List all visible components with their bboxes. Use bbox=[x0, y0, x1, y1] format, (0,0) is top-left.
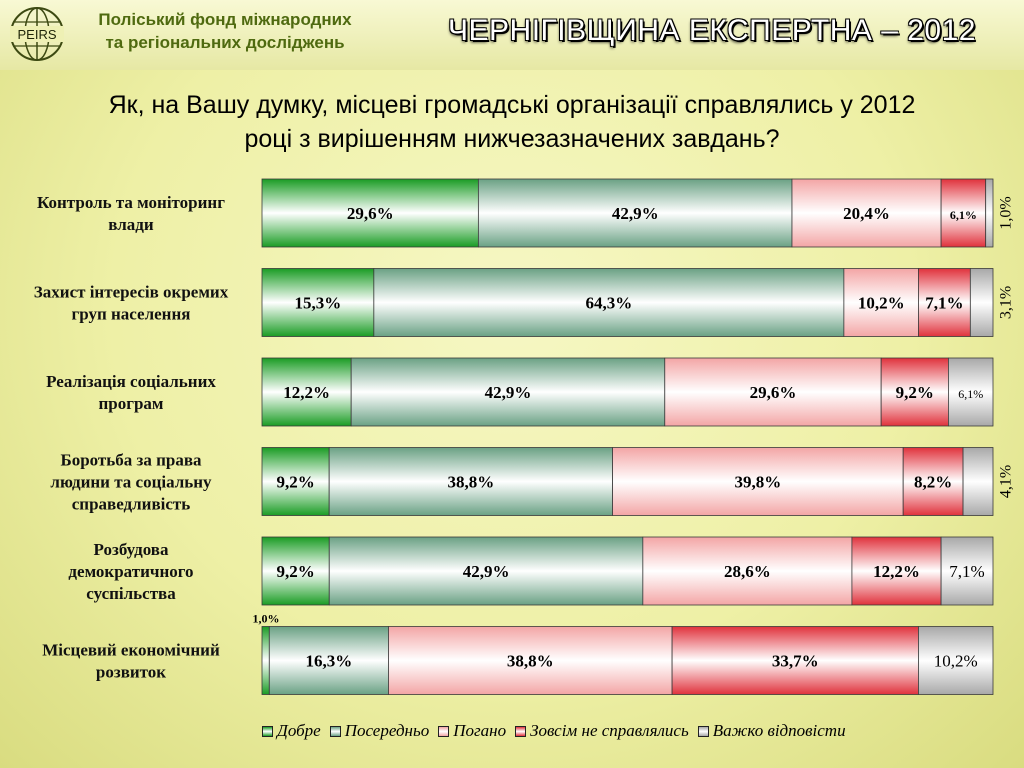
bar-segment-bad-2 bbox=[843, 268, 919, 337]
survey-question-line-1: Як, на Вашу думку, місцеві громадські ор… bbox=[108, 91, 916, 119]
bar-segment-average-5 bbox=[328, 536, 644, 606]
data-label-average-6: 16,3% bbox=[306, 652, 353, 671]
legend-swatch-good bbox=[262, 725, 273, 737]
legend-label-very_bad: Зовсім не справлялись bbox=[530, 721, 689, 740]
data-label-good-1: 29,6% bbox=[347, 204, 394, 223]
bar-segment-good-2 bbox=[261, 268, 375, 337]
data-label-bad-2: 10,2% bbox=[858, 294, 905, 313]
category-label-3-line-2: програм bbox=[98, 394, 163, 413]
data-label-hard-4: 4,1% bbox=[998, 465, 1015, 498]
legend-swatch-average bbox=[329, 725, 341, 737]
data-label-very_bad-4: 8,2% bbox=[914, 473, 952, 492]
organization-name: Поліський фонд міжнародних та регіональн… bbox=[70, 8, 380, 54]
data-label-hard-6: 10,2% bbox=[934, 652, 978, 671]
project-title: ЧЕРНІГІВЩИНА ЕКСПЕРТНА – 2012 bbox=[448, 14, 976, 47]
data-label-very_bad-6: 33,7% bbox=[772, 652, 819, 671]
legend-swatch-bad bbox=[438, 725, 450, 737]
bar-segment-very_bad-2 bbox=[918, 268, 971, 337]
data-label-bad-3: 29,6% bbox=[750, 383, 797, 402]
category-label-2-line-2: груп населення bbox=[72, 305, 191, 324]
bar-segment-average-3 bbox=[350, 357, 666, 427]
data-label-bad-4: 39,8% bbox=[735, 473, 782, 492]
data-label-very_bad-3: 9,2% bbox=[896, 383, 934, 402]
bar-segment-good-4 bbox=[261, 447, 330, 516]
chart-legend: Добре Посередньо Погано Зовсім не справляли… bbox=[262, 721, 1022, 741]
data-label-average-4: 38,8% bbox=[448, 473, 495, 492]
bar-segment-hard-2 bbox=[969, 268, 994, 337]
organization-name-line-1: Поліський фонд міжнародних bbox=[98, 10, 352, 29]
bar-segment-bad-5 bbox=[642, 536, 853, 606]
data-label-bad-6: 38,8% bbox=[507, 652, 554, 671]
data-label-hard-5: 7,1% bbox=[949, 562, 984, 581]
bar-segment-average-1 bbox=[477, 178, 793, 248]
data-label-good-2: 15,3% bbox=[295, 294, 342, 313]
bar-segment-good-3 bbox=[261, 357, 352, 427]
data-label-hard-2: 3,1% bbox=[998, 286, 1015, 319]
svg-text:PEIRS: PEIRS bbox=[17, 27, 56, 42]
legend-item-bad: Погано bbox=[438, 721, 506, 741]
bar-segment-bad-4 bbox=[612, 447, 904, 516]
data-label-very_bad-2: 7,1% bbox=[925, 294, 963, 313]
legend-label-good: Добре bbox=[277, 721, 321, 740]
legend-item-hard: Важко відповісти bbox=[697, 721, 846, 741]
bar-segment-hard-3 bbox=[948, 357, 994, 427]
data-label-good-4: 9,2% bbox=[276, 473, 314, 492]
data-label-good-3: 12,2% bbox=[283, 383, 330, 402]
data-label-average-3: 42,9% bbox=[485, 383, 532, 402]
category-label-5-line-3: суспільства bbox=[86, 584, 176, 603]
legend-swatch-hard bbox=[697, 725, 709, 737]
data-label-bad-1: 20,4% bbox=[843, 204, 890, 223]
bar-segment-hard-5 bbox=[940, 536, 994, 606]
data-label-very_bad-5: 12,2% bbox=[873, 562, 920, 581]
bar-segment-bad-1 bbox=[791, 178, 942, 248]
data-label-hard-1: 1,0% bbox=[998, 196, 1015, 229]
bar-segment-very_bad-3 bbox=[880, 357, 949, 427]
bar-segment-bad-3 bbox=[664, 357, 882, 427]
bar-segment-very_bad-6 bbox=[671, 626, 919, 695]
bar-segment-hard-1 bbox=[985, 178, 994, 248]
category-label-1-line-1: Контроль та моніторинг bbox=[37, 193, 225, 212]
organization-name-line-2: та регіональних досліджень bbox=[105, 33, 345, 52]
data-label-average-1: 42,9% bbox=[612, 204, 659, 223]
legend-item-good: Добре bbox=[262, 721, 321, 741]
bar-segment-average-4 bbox=[328, 447, 613, 516]
survey-question: Як, на Вашу думку, місцеві громадські ор… bbox=[20, 88, 1004, 156]
bar-segment-very_bad-4 bbox=[902, 447, 964, 516]
bar-segment-good-1 bbox=[261, 178, 479, 248]
bar-segment-hard-4 bbox=[962, 447, 994, 516]
category-label-1-line-2: влади bbox=[108, 215, 154, 234]
category-label-3-line-1: Реалізація соціальних bbox=[46, 372, 216, 391]
bar-segment-good-6 bbox=[261, 626, 270, 695]
data-label-good-5: 9,2% bbox=[276, 562, 314, 581]
data-label-average-5: 42,9% bbox=[463, 562, 510, 581]
data-label-good-6: 1,0% bbox=[253, 612, 280, 626]
category-label-4-line-2: людини та соціальну bbox=[50, 473, 212, 492]
legend-item-average: Посередньо bbox=[329, 721, 430, 741]
category-label-2-line-1: Захист інтересів окремих bbox=[34, 283, 229, 302]
data-label-bad-5: 28,6% bbox=[724, 562, 771, 581]
survey-question-line-2: році з вирішенням нижчезазначених завдан… bbox=[244, 125, 780, 153]
category-label-6-line-2: розвиток bbox=[96, 663, 166, 682]
category-label-5-line-1: Розбудова bbox=[94, 540, 169, 559]
legend-swatch-very_bad bbox=[515, 725, 527, 737]
bar-segment-bad-6 bbox=[388, 626, 673, 695]
data-label-hard-3: 6,1% bbox=[958, 387, 983, 401]
legend-item-very_bad: Зовсім не справлялись bbox=[515, 721, 689, 741]
category-label-4-line-1: Боротьба за права bbox=[60, 451, 202, 470]
legend-label-hard: Важко відповісти bbox=[712, 721, 846, 740]
data-label-average-2: 64,3% bbox=[586, 294, 633, 313]
header-bar: PEIRS Поліський фонд міжнародних та регі… bbox=[0, 0, 1024, 70]
data-label-very_bad-1: 6,1% bbox=[950, 208, 977, 222]
bar-segment-average-2 bbox=[373, 268, 845, 337]
bar-segment-hard-6 bbox=[918, 626, 994, 695]
category-label-6-line-1: Місцевий економічний bbox=[42, 641, 220, 660]
peirs-globe-logo-icon: PEIRS bbox=[10, 7, 64, 61]
bar-segment-good-5 bbox=[261, 536, 330, 606]
category-label-5-line-2: демократичного bbox=[68, 562, 193, 581]
bar-segment-very_bad-5 bbox=[851, 536, 942, 606]
legend-label-average: Посередньо bbox=[344, 721, 430, 740]
legend-label-bad: Погано bbox=[453, 721, 507, 740]
category-label-4-line-3: справедливість bbox=[72, 495, 191, 514]
